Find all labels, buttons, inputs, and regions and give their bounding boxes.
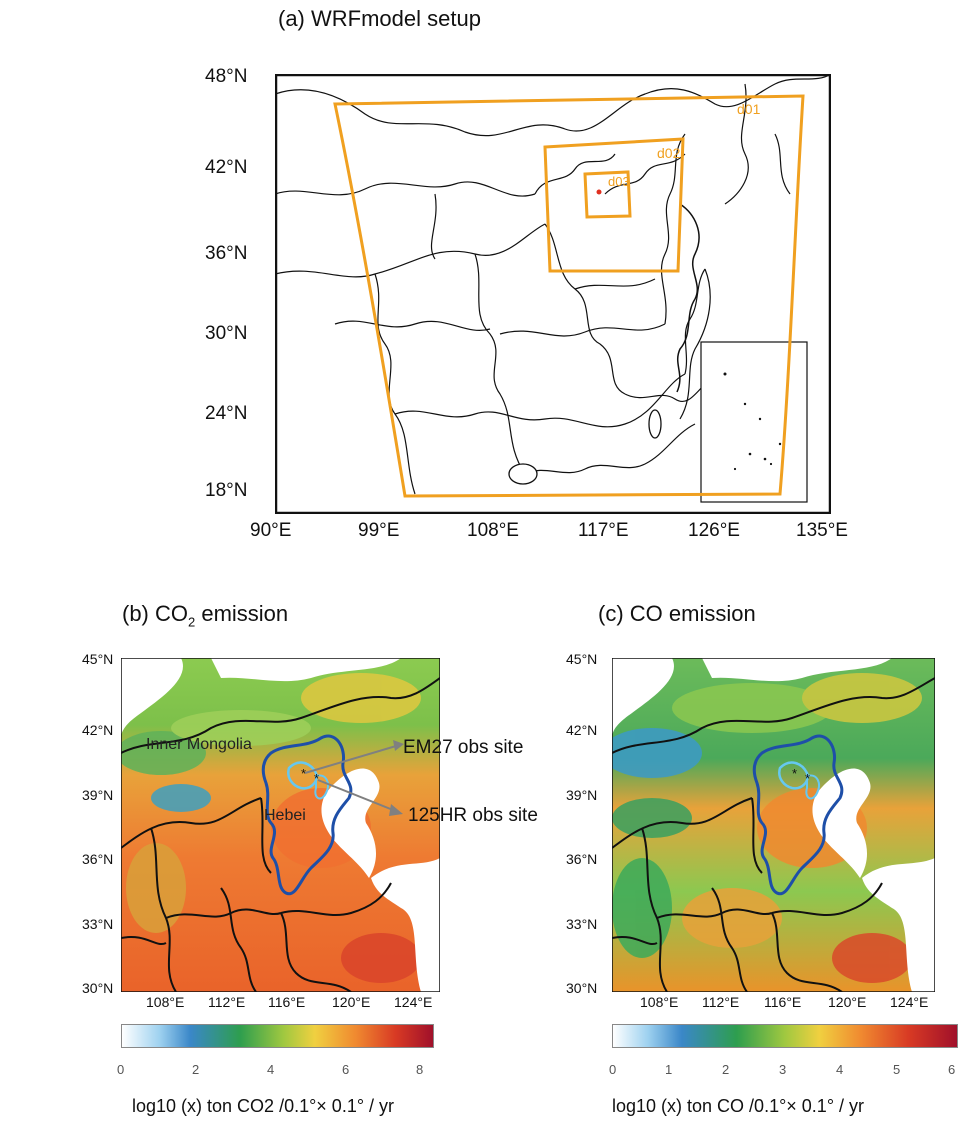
b-lat-42: 42°N	[82, 722, 113, 738]
125hr-site-star: *	[805, 771, 810, 786]
lon-tick-126: 126°E	[688, 520, 740, 542]
c-lat-33: 33°N	[566, 916, 597, 932]
c-lat-42: 42°N	[566, 722, 597, 738]
cb-b-tick-2: 2	[192, 1062, 199, 1077]
cb-b-tick-6: 6	[342, 1062, 349, 1077]
hainan-island	[509, 464, 537, 484]
b-lat-30: 30°N	[82, 980, 113, 996]
panel-b-title: (b) CO2 emission	[122, 601, 288, 629]
c-lon-120: 120°E	[828, 994, 866, 1010]
lat-tick-48: 48°N	[205, 66, 247, 88]
colorbar-c	[612, 1024, 958, 1048]
cb-c-tick-2: 2	[722, 1062, 729, 1077]
lat-tick-24: 24°N	[205, 403, 247, 425]
b-lon-112: 112°E	[208, 994, 245, 1010]
panel-b-title-suffix: emission	[195, 601, 288, 626]
cb-c-tick-3: 3	[779, 1062, 786, 1077]
colorbar-b-label: log10 (x) ton CO2 /0.1°× 0.1° / yr	[132, 1096, 394, 1117]
b-lat-45: 45°N	[82, 651, 113, 667]
b-lon-116: 116°E	[268, 994, 305, 1010]
taiwan-island	[649, 410, 661, 438]
co2-emission-map: * * Inner Mongolia Hebei	[121, 658, 440, 992]
colorbar-c-label: log10 (x) ton CO /0.1°× 0.1° / yr	[612, 1096, 864, 1117]
label-d01: d01	[737, 101, 761, 117]
lon-tick-117: 117°E	[578, 520, 629, 542]
south-china-sea-inset	[701, 342, 807, 502]
cb-b-tick-4: 4	[267, 1062, 274, 1077]
label-d02: d02	[657, 145, 681, 161]
lat-tick-18: 18°N	[205, 480, 247, 502]
b-lon-120: 120°E	[332, 994, 370, 1010]
colorbar-b	[121, 1024, 434, 1048]
annotation-em27: EM27 obs site	[403, 737, 523, 759]
cb-c-tick-1: 1	[665, 1062, 672, 1077]
lat-tick-42: 42°N	[205, 157, 247, 179]
b-lat-33: 33°N	[82, 916, 113, 932]
wrf-domain-map: d01 d02 d03	[275, 74, 831, 514]
annotation-125hr: 125HR obs site	[408, 805, 538, 827]
beijing-site-marker	[597, 190, 602, 195]
125hr-site-star: *	[314, 771, 319, 786]
panel-c-title: (c) CO emission	[598, 601, 756, 627]
c-lat-36: 36°N	[566, 851, 597, 867]
cb-c-tick-4: 4	[836, 1062, 843, 1077]
lat-tick-36: 36°N	[205, 243, 247, 265]
b-lat-36: 36°N	[82, 851, 113, 867]
lon-tick-108: 108°E	[467, 520, 519, 542]
cb-c-tick-0: 0	[609, 1062, 616, 1077]
cb-b-tick-8: 8	[416, 1062, 423, 1077]
em27-site-star: *	[792, 766, 797, 781]
c-lon-112: 112°E	[702, 994, 739, 1010]
c-lat-39: 39°N	[566, 787, 597, 803]
cb-b-tick-0: 0	[117, 1062, 124, 1077]
lon-tick-99: 99°E	[358, 520, 399, 542]
cb-c-tick-5: 5	[893, 1062, 900, 1077]
co-emission-map: * *	[612, 658, 935, 992]
c-lat-45: 45°N	[566, 651, 597, 667]
b-lon-124: 124°E	[394, 994, 432, 1010]
c-lon-116: 116°E	[764, 994, 801, 1010]
region-label-hebei: Hebei	[264, 807, 306, 824]
lon-tick-90: 90°E	[250, 520, 291, 542]
b-lon-108: 108°E	[146, 994, 184, 1010]
panel-a-title: (a) WRFmodel setup	[278, 6, 481, 32]
cb-c-tick-6: 6	[948, 1062, 955, 1077]
lat-tick-30: 30°N	[205, 323, 247, 345]
c-lat-30: 30°N	[566, 980, 597, 996]
c-lon-108: 108°E	[640, 994, 678, 1010]
region-label-inner-mongolia: Inner Mongolia	[146, 736, 252, 753]
label-d03: d03	[608, 174, 630, 189]
c-lon-124: 124°E	[890, 994, 928, 1010]
b-lat-39: 39°N	[82, 787, 113, 803]
lon-tick-135: 135°E	[796, 520, 848, 542]
panel-b-title-prefix: (b) CO	[122, 601, 188, 626]
